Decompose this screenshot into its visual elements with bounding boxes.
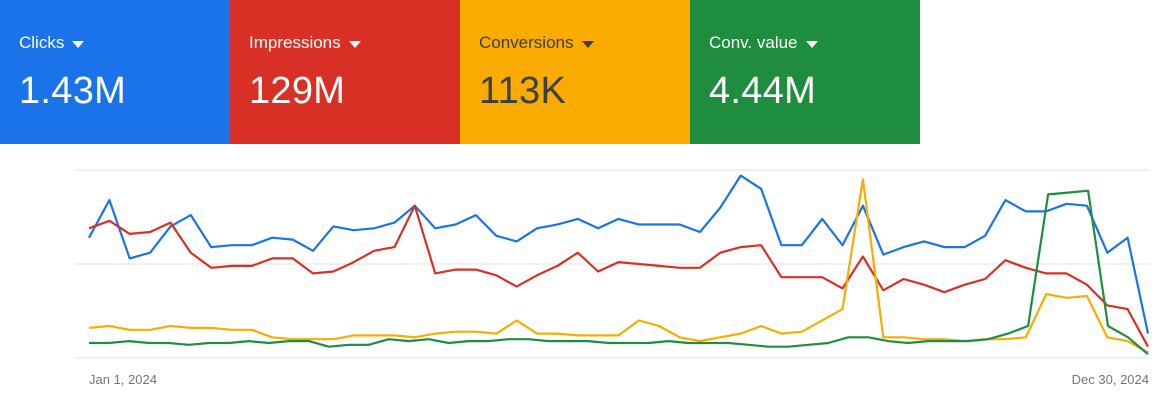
metric-value: 1.43M	[19, 70, 127, 112]
metric-cards: Clicks 1.43M Impressions 129M Conversion…	[0, 0, 920, 144]
chart-series	[88, 174, 1150, 356]
metric-value: 129M	[249, 70, 346, 112]
caret-down-icon[interactable]	[805, 40, 818, 48]
metric-label: Impressions	[249, 33, 341, 52]
metric-label: Conv. value	[709, 33, 798, 52]
series-line-clicks[interactable]	[88, 174, 1150, 334]
metric-label: Clicks	[19, 33, 65, 52]
performance-line-chart: Jan 1, 2024 Dec 30, 2024	[75, 169, 1150, 387]
caret-down-icon[interactable]	[348, 40, 361, 48]
metric-value: 4.44M	[709, 70, 817, 112]
caret-down-icon[interactable]	[72, 40, 85, 48]
metric-card-impressions[interactable]: Impressions 129M	[230, 0, 460, 144]
series-line-impressions[interactable]	[88, 204, 1149, 348]
x-axis-end-label: Dec 30, 2024	[1072, 372, 1149, 387]
series-line-conv-value[interactable]	[89, 189, 1149, 356]
metric-label: Conversions	[479, 33, 574, 52]
metric-card-clicks[interactable]: Clicks 1.43M	[0, 0, 230, 144]
metric-card-conv-value[interactable]: Conv. value 4.44M	[690, 0, 920, 144]
x-axis-start-label: Jan 1, 2024	[89, 372, 157, 387]
caret-down-icon[interactable]	[581, 40, 594, 48]
metric-value: 113K	[479, 70, 567, 112]
metric-card-conversions[interactable]: Conversions 113K	[460, 0, 690, 144]
